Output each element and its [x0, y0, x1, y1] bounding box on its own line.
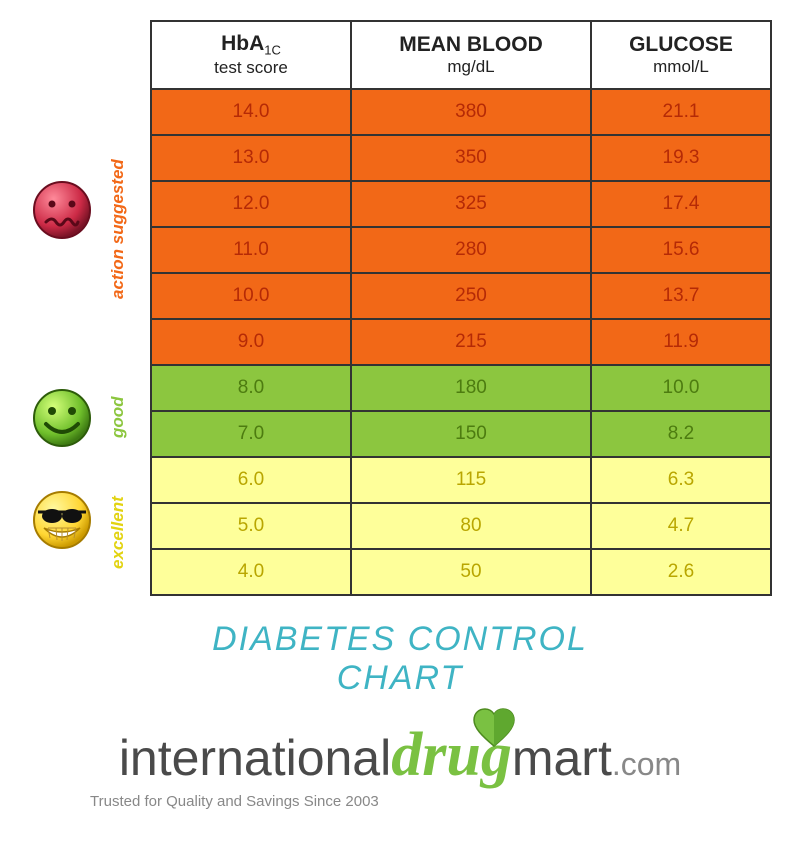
- column-header: GLUCOSEmmol/L: [591, 21, 771, 89]
- header-subtitle: mmol/L: [653, 57, 709, 76]
- cell-mmol: 17.4: [591, 181, 771, 227]
- cell-hba1c: 5.0: [151, 503, 351, 549]
- header-subtitle: mg/dL: [447, 57, 494, 76]
- zone-label: action suggested: [108, 88, 128, 370]
- table-row: 8.018010.0: [151, 365, 771, 411]
- cell-hba1c: 8.0: [151, 365, 351, 411]
- cell-hba1c: 13.0: [151, 135, 351, 181]
- title-line2: CHART: [337, 659, 464, 697]
- sick-face-icon: [30, 178, 94, 242]
- diabetes-table: HbA1Ctest scoreMEAN BLOODmg/dLGLUCOSEmmo…: [150, 20, 772, 596]
- header-title: HbA: [221, 32, 264, 55]
- logo-part1: international: [119, 730, 391, 786]
- header-title: GLUCOSE: [629, 33, 733, 56]
- logo-block: internationaldrugmart.com Trusted for Qu…: [0, 720, 800, 810]
- heart-icon: [472, 702, 516, 760]
- table-row: 4.0502.6: [151, 549, 771, 595]
- logo-part4: .com: [612, 746, 681, 782]
- chart-title: DIABETES CONTROL CHART: [0, 620, 800, 698]
- cell-mmol: 10.0: [591, 365, 771, 411]
- column-header: MEAN BLOODmg/dL: [351, 21, 591, 89]
- table-row: 11.028015.6: [151, 227, 771, 273]
- cell-hba1c: 10.0: [151, 273, 351, 319]
- cell-mmol: 13.7: [591, 273, 771, 319]
- logo-part3: mart: [512, 730, 612, 786]
- table-row: 12.032517.4: [151, 181, 771, 227]
- cell-mgdl: 325: [351, 181, 591, 227]
- cell-mmol: 11.9: [591, 319, 771, 365]
- table-row: 10.025013.7: [151, 273, 771, 319]
- cell-hba1c: 9.0: [151, 319, 351, 365]
- table-row: 6.01156.3: [151, 457, 771, 503]
- column-header: HbA1Ctest score: [151, 21, 351, 89]
- table-row: 14.038021.1: [151, 89, 771, 135]
- cell-hba1c: 12.0: [151, 181, 351, 227]
- cool-face-icon: [30, 488, 94, 552]
- cell-mgdl: 50: [351, 549, 591, 595]
- cell-mgdl: 215: [351, 319, 591, 365]
- table-row: 9.021511.9: [151, 319, 771, 365]
- table-row: 13.035019.3: [151, 135, 771, 181]
- cell-mgdl: 115: [351, 457, 591, 503]
- table-row: 5.0804.7: [151, 503, 771, 549]
- cell-mgdl: 150: [351, 411, 591, 457]
- cell-mgdl: 380: [351, 89, 591, 135]
- zone-label: excellent: [108, 464, 128, 602]
- header-title: MEAN BLOOD: [399, 33, 543, 56]
- cell-hba1c: 14.0: [151, 89, 351, 135]
- table-body: 14.038021.113.035019.312.032517.411.0280…: [151, 89, 771, 595]
- zone-label: good: [108, 370, 128, 464]
- header-row: HbA1Ctest scoreMEAN BLOODmg/dLGLUCOSEmmo…: [151, 21, 771, 89]
- cell-mmol: 8.2: [591, 411, 771, 457]
- cell-hba1c: 4.0: [151, 549, 351, 595]
- cell-mgdl: 250: [351, 273, 591, 319]
- cell-mmol: 21.1: [591, 89, 771, 135]
- happy-face-icon: [30, 386, 94, 450]
- table-head: HbA1Ctest scoreMEAN BLOODmg/dLGLUCOSEmmo…: [151, 21, 771, 89]
- cell-mmol: 4.7: [591, 503, 771, 549]
- cell-mgdl: 80: [351, 503, 591, 549]
- logo-tagline: Trusted for Quality and Savings Since 20…: [0, 793, 800, 810]
- cell-hba1c: 7.0: [151, 411, 351, 457]
- header-subscript: 1C: [264, 43, 281, 58]
- title-line1: DIABETES CONTROL: [212, 620, 588, 658]
- zone-sidebar: action suggested good excellent: [0, 88, 150, 608]
- cell-mgdl: 350: [351, 135, 591, 181]
- cell-mgdl: 180: [351, 365, 591, 411]
- cell-hba1c: 6.0: [151, 457, 351, 503]
- logo-wordmark: internationaldrugmart.com: [119, 720, 681, 791]
- cell-mmol: 19.3: [591, 135, 771, 181]
- cell-mmol: 2.6: [591, 549, 771, 595]
- header-subtitle: test score: [214, 58, 288, 77]
- cell-hba1c: 11.0: [151, 227, 351, 273]
- cell-mgdl: 280: [351, 227, 591, 273]
- cell-mmol: 6.3: [591, 457, 771, 503]
- cell-mmol: 15.6: [591, 227, 771, 273]
- table-row: 7.01508.2: [151, 411, 771, 457]
